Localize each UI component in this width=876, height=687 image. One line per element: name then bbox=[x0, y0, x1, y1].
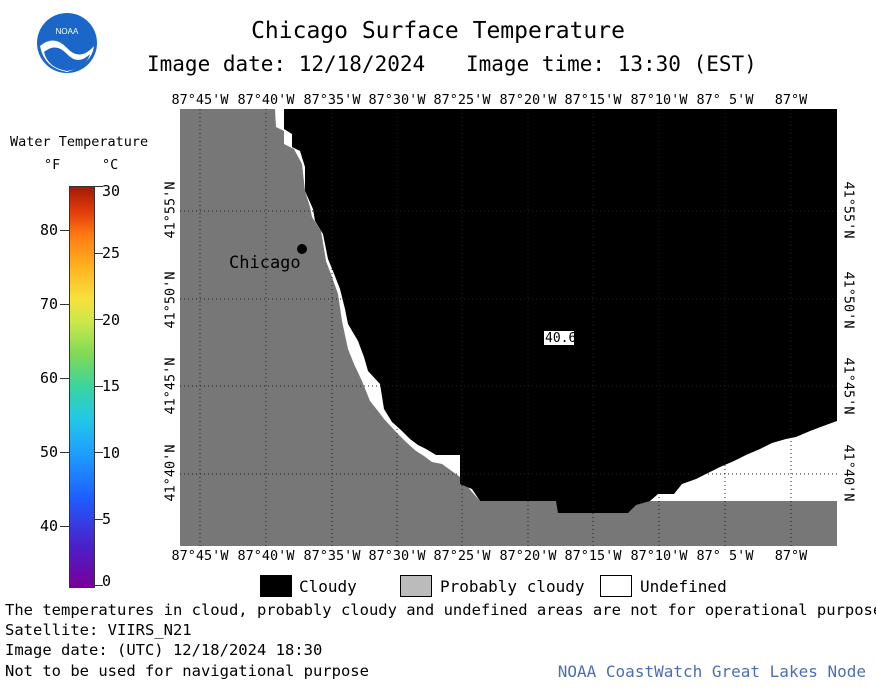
lon-label-bottom: 87°15'W bbox=[564, 548, 622, 564]
temperature-value-label: 40.6 bbox=[545, 331, 577, 346]
cloudy-swatch bbox=[260, 575, 292, 597]
lat-label-left: 41°40'N bbox=[162, 444, 179, 502]
satellite-text: Satellite: VIIRS_N21 bbox=[5, 621, 192, 639]
lon-label-top: 87°20'W bbox=[499, 92, 557, 108]
f-label: 80 bbox=[39, 221, 58, 239]
c-tick bbox=[94, 253, 103, 254]
lat-label-right: 41°40'N bbox=[840, 444, 857, 502]
lon-label-top: 87°30'W bbox=[368, 92, 426, 108]
c-label: 0 bbox=[102, 572, 112, 590]
probably-cloudy-label: Probably cloudy bbox=[440, 577, 585, 596]
lat-label-left: 41°45'N bbox=[162, 357, 179, 415]
value-label-box bbox=[544, 331, 574, 345]
lon-label-bottom: 87°10'W bbox=[630, 548, 688, 564]
lon-label-top: 87°15'W bbox=[564, 92, 622, 108]
f-label: 60 bbox=[39, 369, 58, 387]
graticule bbox=[180, 109, 837, 546]
f-tick bbox=[60, 378, 69, 379]
c-label: 10 bbox=[102, 444, 121, 462]
lon-label-bottom: 87°45'W bbox=[171, 548, 229, 564]
disclaimer-text: The temperatures in cloud, probably clou… bbox=[5, 601, 876, 619]
c-tick bbox=[94, 319, 103, 320]
c-label: 15 bbox=[102, 377, 121, 395]
lon-label-top: 87°W bbox=[774, 92, 808, 108]
f-label: 50 bbox=[39, 443, 58, 461]
noaa-logo: NOAA bbox=[37, 13, 97, 73]
utc-date-text: Image date: (UTC) 12/18/2024 18:30 bbox=[5, 641, 323, 659]
f-tick bbox=[60, 452, 69, 453]
image-date: Image date: 12/18/2024 bbox=[147, 52, 426, 76]
c-tick bbox=[94, 186, 103, 187]
lon-label-bottom: 87°40'W bbox=[237, 548, 295, 564]
undefined-label: Undefined bbox=[640, 577, 727, 596]
lon-label-bottom: 87° 5'W bbox=[696, 548, 754, 564]
c-label: 5 bbox=[102, 510, 112, 528]
c-tick bbox=[94, 519, 103, 520]
lon-label-bottom: 87°35'W bbox=[303, 548, 361, 564]
c-label: 30 bbox=[102, 182, 121, 200]
f-tick bbox=[60, 526, 69, 527]
undefined-swatch bbox=[600, 575, 632, 597]
page-title: Chicago Surface Temperature bbox=[251, 18, 625, 44]
image-time: Image time: 13:30 (EST) bbox=[466, 52, 757, 76]
probably-cloudy-swatch bbox=[400, 575, 432, 597]
node-credit: NOAA CoastWatch Great Lakes Node bbox=[557, 662, 866, 681]
cloudy-label: Cloudy bbox=[299, 577, 357, 596]
c-label: 25 bbox=[102, 244, 121, 262]
logo-text: NOAA bbox=[56, 27, 79, 36]
city-label: Chicago bbox=[229, 253, 301, 273]
chicago-marker bbox=[297, 244, 307, 254]
f-label: 40 bbox=[39, 517, 58, 535]
legend-title: Water Temperature bbox=[10, 134, 149, 150]
lon-label-bottom: 87°W bbox=[774, 548, 808, 564]
lon-label-top: 87° 5'W bbox=[696, 92, 754, 108]
unit-celsius: °C bbox=[102, 157, 119, 173]
lat-label-right: 41°45'N bbox=[840, 357, 857, 415]
c-label: 20 bbox=[102, 311, 121, 329]
f-tick bbox=[60, 230, 69, 231]
c-tick bbox=[94, 386, 103, 387]
cloud-area bbox=[284, 109, 837, 513]
lon-label-top: 87°10'W bbox=[630, 92, 688, 108]
lon-label-top: 87°25'W bbox=[433, 92, 491, 108]
lat-label-right: 41°50'N bbox=[840, 271, 857, 329]
c-tick bbox=[94, 585, 103, 586]
lon-label-top: 87°45'W bbox=[171, 92, 229, 108]
lat-label-right: 41°55'N bbox=[840, 181, 857, 239]
lon-label-bottom: 87°30'W bbox=[368, 548, 426, 564]
temperature-map bbox=[180, 109, 837, 546]
unit-fahrenheit: °F bbox=[44, 157, 61, 173]
c-tick bbox=[94, 452, 103, 453]
navigation-warning: Not to be used for navigational purpose bbox=[5, 662, 369, 680]
f-label: 70 bbox=[39, 295, 58, 313]
f-tick bbox=[60, 304, 69, 305]
lon-label-bottom: 87°25'W bbox=[433, 548, 491, 564]
lon-label-top: 87°35'W bbox=[303, 92, 361, 108]
lat-label-left: 41°50'N bbox=[162, 271, 179, 329]
lon-label-bottom: 87°20'W bbox=[499, 548, 557, 564]
temperature-colorbar bbox=[69, 186, 95, 588]
lon-label-top: 87°40'W bbox=[237, 92, 295, 108]
lat-label-left: 41°55'N bbox=[162, 181, 179, 239]
